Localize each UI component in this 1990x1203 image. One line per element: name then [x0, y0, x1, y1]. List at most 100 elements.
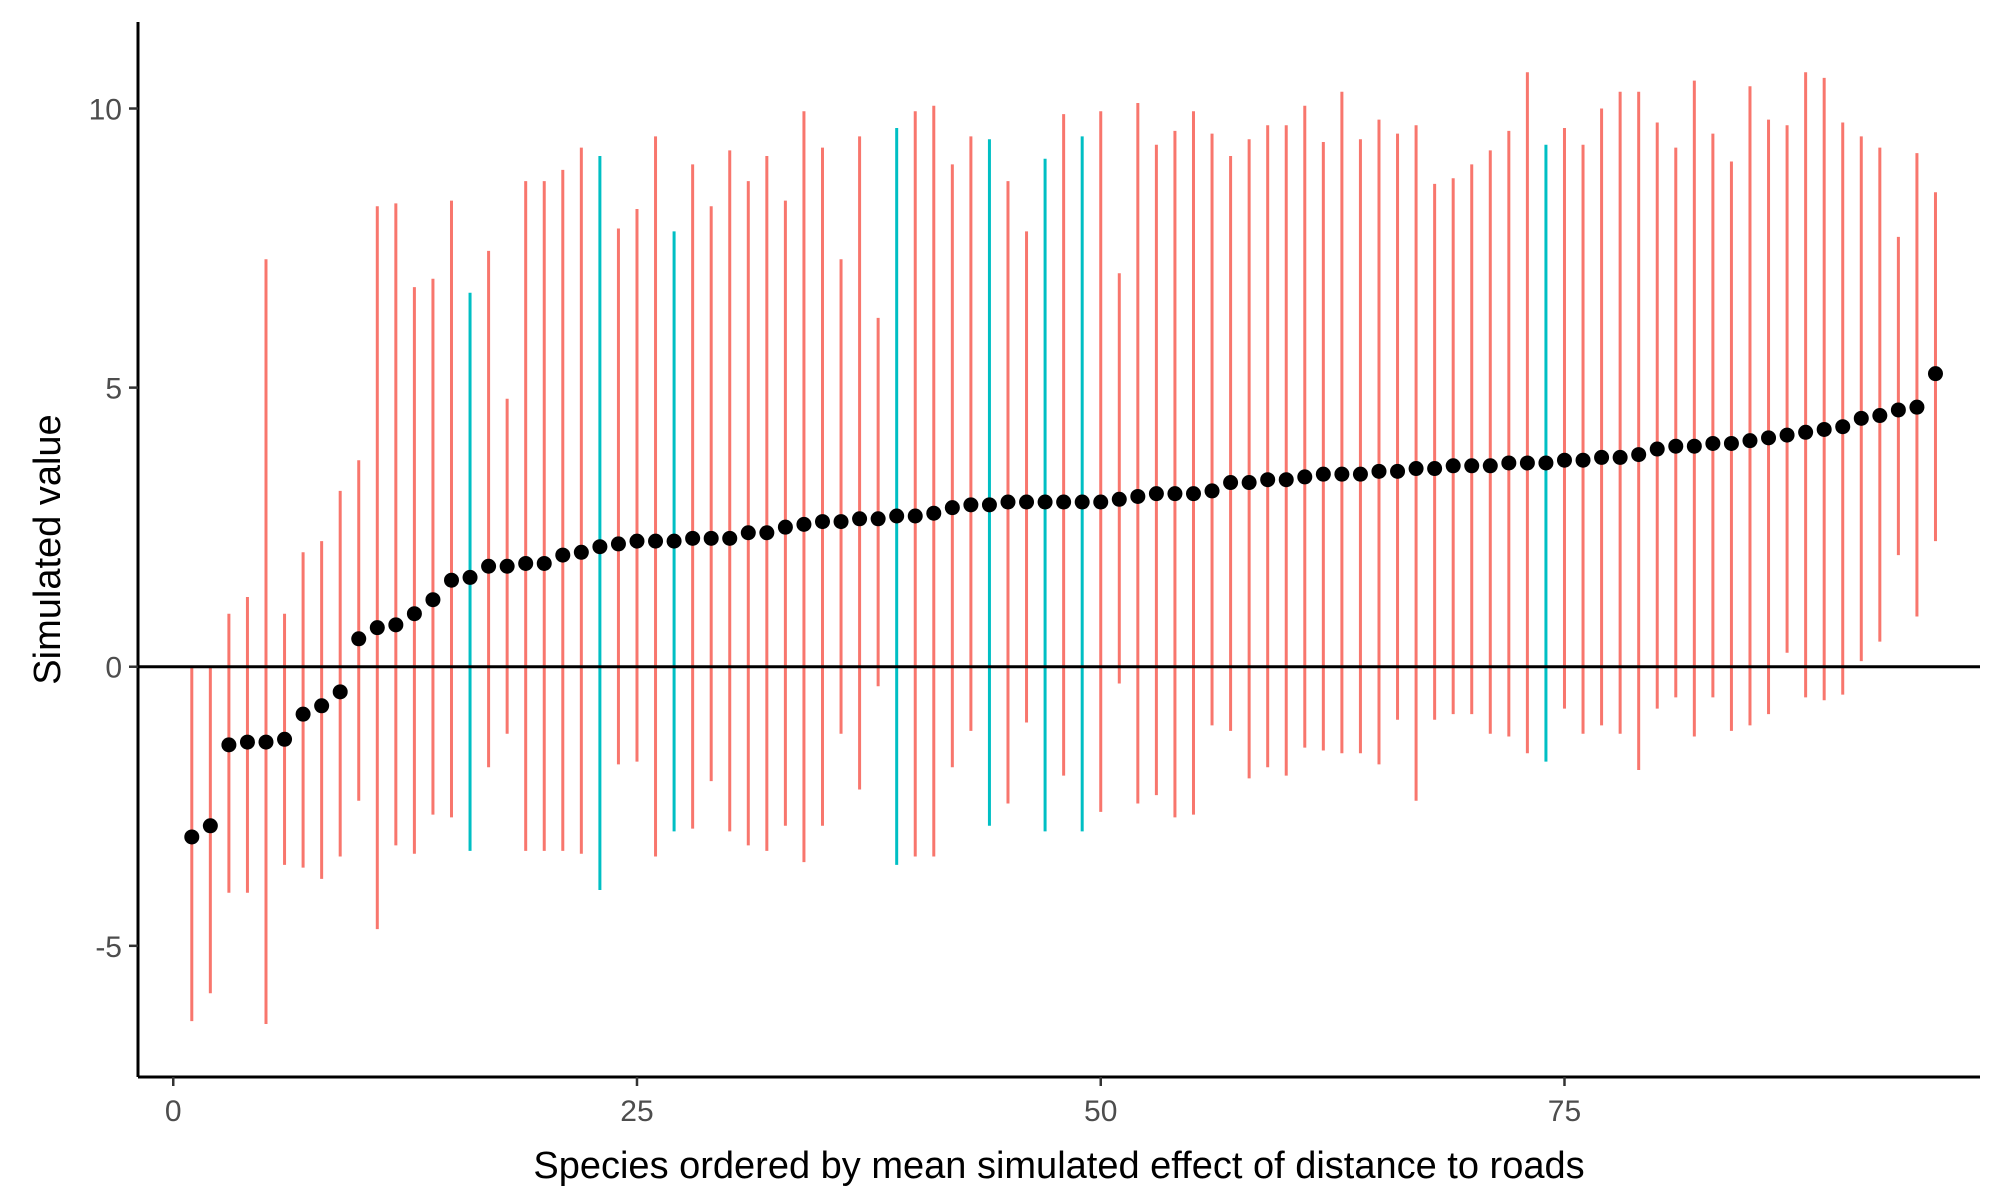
mean-point: [1130, 488, 1146, 504]
mean-point: [610, 536, 626, 552]
mean-point: [703, 530, 719, 546]
mean-point: [1890, 402, 1906, 418]
mean-point: [369, 620, 385, 636]
mean-point: [926, 505, 942, 521]
mean-point: [443, 572, 459, 588]
mean-point: [425, 592, 441, 608]
mean-point: [1167, 486, 1183, 502]
mean-point: [648, 533, 664, 549]
x-axis-ticks: 0 25 50 75: [165, 1077, 1581, 1128]
mean-point: [1148, 486, 1164, 502]
mean-point: [518, 555, 534, 571]
mean-point: [685, 530, 701, 546]
mean-point: [202, 818, 218, 834]
mean-point: [944, 500, 960, 516]
mean-point: [1371, 463, 1387, 479]
mean-point: [722, 530, 738, 546]
mean-point: [258, 734, 274, 750]
mean-point: [814, 514, 830, 530]
mean-point: [1723, 435, 1739, 451]
x-tick-label: 75: [1548, 1095, 1581, 1128]
mean-point: [1223, 475, 1239, 491]
mean-point: [462, 569, 478, 585]
mean-point: [1000, 494, 1016, 510]
mean-point: [1816, 421, 1832, 437]
mean-point: [1241, 475, 1257, 491]
y-tick-label: 10: [89, 94, 122, 127]
x-axis-title: Species ordered by mean simulated effect…: [533, 1145, 1584, 1187]
y-tick-label: 0: [105, 652, 122, 685]
mean-point: [1668, 438, 1684, 454]
mean-point: [1649, 441, 1665, 457]
mean-point: [277, 731, 293, 747]
mean-point: [388, 617, 404, 633]
mean-point: [1594, 449, 1610, 465]
mean-point: [555, 547, 571, 563]
mean-point: [184, 829, 200, 845]
mean-point: [1185, 486, 1201, 502]
mean-point: [1909, 399, 1925, 415]
mean-point: [221, 737, 237, 753]
mean-point: [351, 631, 367, 647]
mean-point: [1927, 366, 1943, 382]
mean-point: [1427, 461, 1443, 477]
y-axis-ticks: -5 0 5 10: [89, 94, 138, 964]
mean-point: [1556, 452, 1572, 468]
mean-point: [239, 734, 255, 750]
mean-point: [1315, 466, 1331, 482]
mean-points: [184, 366, 1943, 845]
mean-point: [666, 533, 682, 549]
y-tick-label: 5: [105, 373, 122, 406]
x-tick-label: 0: [165, 1095, 182, 1128]
mean-point: [981, 497, 997, 513]
mean-point: [777, 519, 793, 535]
mean-point: [796, 516, 812, 532]
x-tick-label: 50: [1084, 1095, 1117, 1128]
mean-point: [536, 555, 552, 571]
mean-point: [1742, 433, 1758, 449]
mean-point: [592, 539, 608, 555]
mean-point: [629, 533, 645, 549]
mean-point: [1019, 494, 1035, 510]
mean-point: [1056, 494, 1072, 510]
mean-point: [833, 514, 849, 530]
mean-point: [1612, 449, 1628, 465]
mean-point: [1705, 435, 1721, 451]
y-axis-title: Simulated value: [27, 414, 69, 684]
mean-point: [295, 706, 311, 722]
mean-point: [1111, 491, 1127, 507]
mean-point: [332, 684, 348, 700]
mean-point: [740, 525, 756, 541]
mean-point: [1464, 458, 1480, 474]
mean-point: [1519, 455, 1535, 471]
mean-point: [481, 558, 497, 574]
mean-point: [1631, 447, 1647, 463]
mean-point: [1798, 424, 1814, 440]
mean-point: [889, 508, 905, 524]
mean-point: [1352, 466, 1368, 482]
mean-point: [573, 544, 589, 560]
mean-point: [1686, 438, 1702, 454]
mean-point: [1761, 430, 1777, 446]
mean-point: [1334, 466, 1350, 482]
mean-point: [1445, 458, 1461, 474]
mean-point: [1482, 458, 1498, 474]
mean-point: [1575, 452, 1591, 468]
error-bars: [190, 72, 1937, 1024]
mean-point: [1074, 494, 1090, 510]
mean-point: [1297, 469, 1313, 485]
mean-point: [1538, 455, 1554, 471]
mean-point: [1501, 455, 1517, 471]
mean-point: [759, 525, 775, 541]
mean-point: [1204, 483, 1220, 499]
mean-point: [1037, 494, 1053, 510]
mean-point: [1853, 410, 1869, 426]
mean-point: [907, 508, 923, 524]
plot-area: [138, 72, 1980, 1024]
mean-point: [852, 511, 868, 527]
y-tick-label: -5: [95, 931, 122, 964]
mean-point: [1390, 463, 1406, 479]
mean-point: [1278, 472, 1294, 488]
mean-point: [1260, 472, 1276, 488]
